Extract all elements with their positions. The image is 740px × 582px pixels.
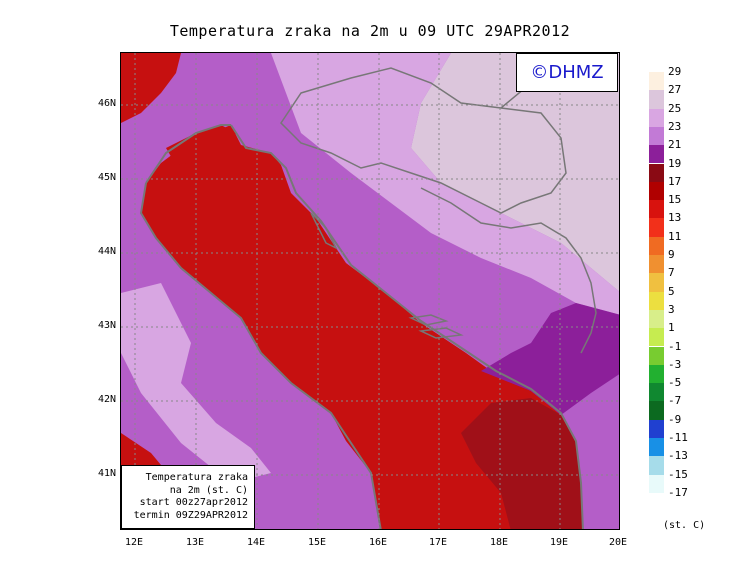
lon-label-20e: 20E	[608, 537, 628, 548]
legend-swatch	[649, 108, 664, 127]
info-line-3: start 00z27apr2012	[139, 497, 248, 508]
island	[408, 314, 449, 326]
lat-label-43n: 43N	[97, 320, 116, 331]
legend-swatch	[649, 90, 664, 109]
legend-label: -3	[668, 357, 682, 371]
legend-swatch	[649, 456, 664, 475]
temperature-field	[121, 53, 619, 529]
gulf-warm-zone	[166, 125, 236, 165]
legend-swatch	[649, 328, 664, 347]
light-italy-zone	[121, 283, 271, 483]
info-line-4: termin 09Z29APR2012	[133, 509, 248, 521]
western-coastline	[139, 182, 382, 529]
country-border	[280, 67, 567, 214]
legend-label: 25	[668, 101, 682, 115]
legend-label: 23	[668, 119, 682, 133]
legend-units: (st. C)	[663, 520, 706, 531]
legend-swatch	[649, 145, 664, 164]
info-line-1: Temperatura zraka	[145, 472, 248, 483]
legend-label: 19	[668, 156, 682, 170]
coastal-purple-band	[481, 303, 619, 415]
legend-swatch	[649, 236, 664, 255]
legend-label: 13	[668, 211, 682, 225]
temperature-map	[120, 52, 620, 530]
legend-label: -5	[668, 376, 682, 390]
info-box: Temperatura zraka na 2m (st. C) start 00…	[121, 465, 255, 529]
island	[418, 327, 464, 339]
legend-label: -13	[668, 449, 688, 463]
legend-swatch	[649, 72, 664, 91]
lon-label-16e: 16E	[368, 537, 388, 548]
lat-label-41n: 41N	[97, 468, 116, 479]
lon-label-17e: 17E	[428, 537, 448, 548]
graticule	[121, 53, 619, 529]
legend-swatch	[649, 401, 664, 420]
dhmz-logo: ©DHMZ	[516, 53, 618, 92]
lon-label-15e: 15E	[307, 537, 327, 548]
island	[310, 212, 338, 250]
lon-label-14e: 14E	[246, 537, 266, 548]
legend-swatch	[649, 438, 664, 457]
legend-swatch	[649, 181, 664, 201]
legend-swatch	[649, 218, 664, 237]
legend-swatch	[649, 273, 664, 292]
lat-label-46n: 46N	[97, 98, 116, 109]
lat-label-44n: 44N	[97, 246, 116, 257]
legend-label: 21	[668, 138, 682, 152]
legend-swatch	[649, 163, 664, 182]
legend-swatch	[649, 364, 664, 384]
legend-swatch	[649, 291, 664, 310]
legend-label: 11	[668, 229, 682, 243]
legend-label: -1	[668, 339, 682, 353]
legend-label: 27	[668, 83, 682, 97]
lat-label-42n: 42N	[97, 394, 116, 405]
legend-label: -17	[668, 485, 688, 499]
legend-swatch	[649, 383, 664, 402]
legend-label: -15	[668, 467, 688, 481]
legend-label: 29	[668, 65, 682, 78]
lon-label-13e: 13E	[185, 537, 205, 548]
legend-label: 3	[668, 302, 675, 316]
legend-swatch	[649, 126, 664, 146]
legend-swatch	[649, 346, 664, 365]
lat-label-45n: 45N	[97, 172, 116, 183]
lon-label-18e: 18E	[489, 537, 509, 548]
country-border-east	[420, 187, 597, 354]
legend-swatch	[649, 474, 664, 493]
legend-label: -9	[668, 412, 682, 426]
info-line-2: na 2m (st. C)	[169, 484, 248, 496]
legend-label: 15	[668, 193, 682, 207]
legend-label: -7	[668, 394, 682, 408]
legend-swatch	[649, 419, 664, 438]
pale-interior-zone	[411, 53, 619, 292]
legend-swatch	[649, 309, 664, 329]
legend-label: -11	[668, 431, 688, 444]
eastern-coastline	[230, 124, 584, 529]
legend-label: 17	[668, 174, 682, 188]
legend-label: 9	[668, 248, 675, 261]
legend-swatch	[649, 200, 664, 219]
lon-label-19e: 19E	[549, 537, 569, 548]
lon-label-12e: 12E	[124, 537, 144, 548]
legend-swatch	[649, 255, 664, 274]
map-title: Temperatura zraka na 2m u 09 UTC 29APR20…	[169, 22, 571, 40]
legend-label: 7	[668, 266, 675, 280]
southern-sea-field	[461, 398, 583, 529]
light-northern-zone	[271, 53, 619, 315]
legend-label: 1	[668, 321, 675, 335]
legend-label: 5	[668, 284, 675, 298]
